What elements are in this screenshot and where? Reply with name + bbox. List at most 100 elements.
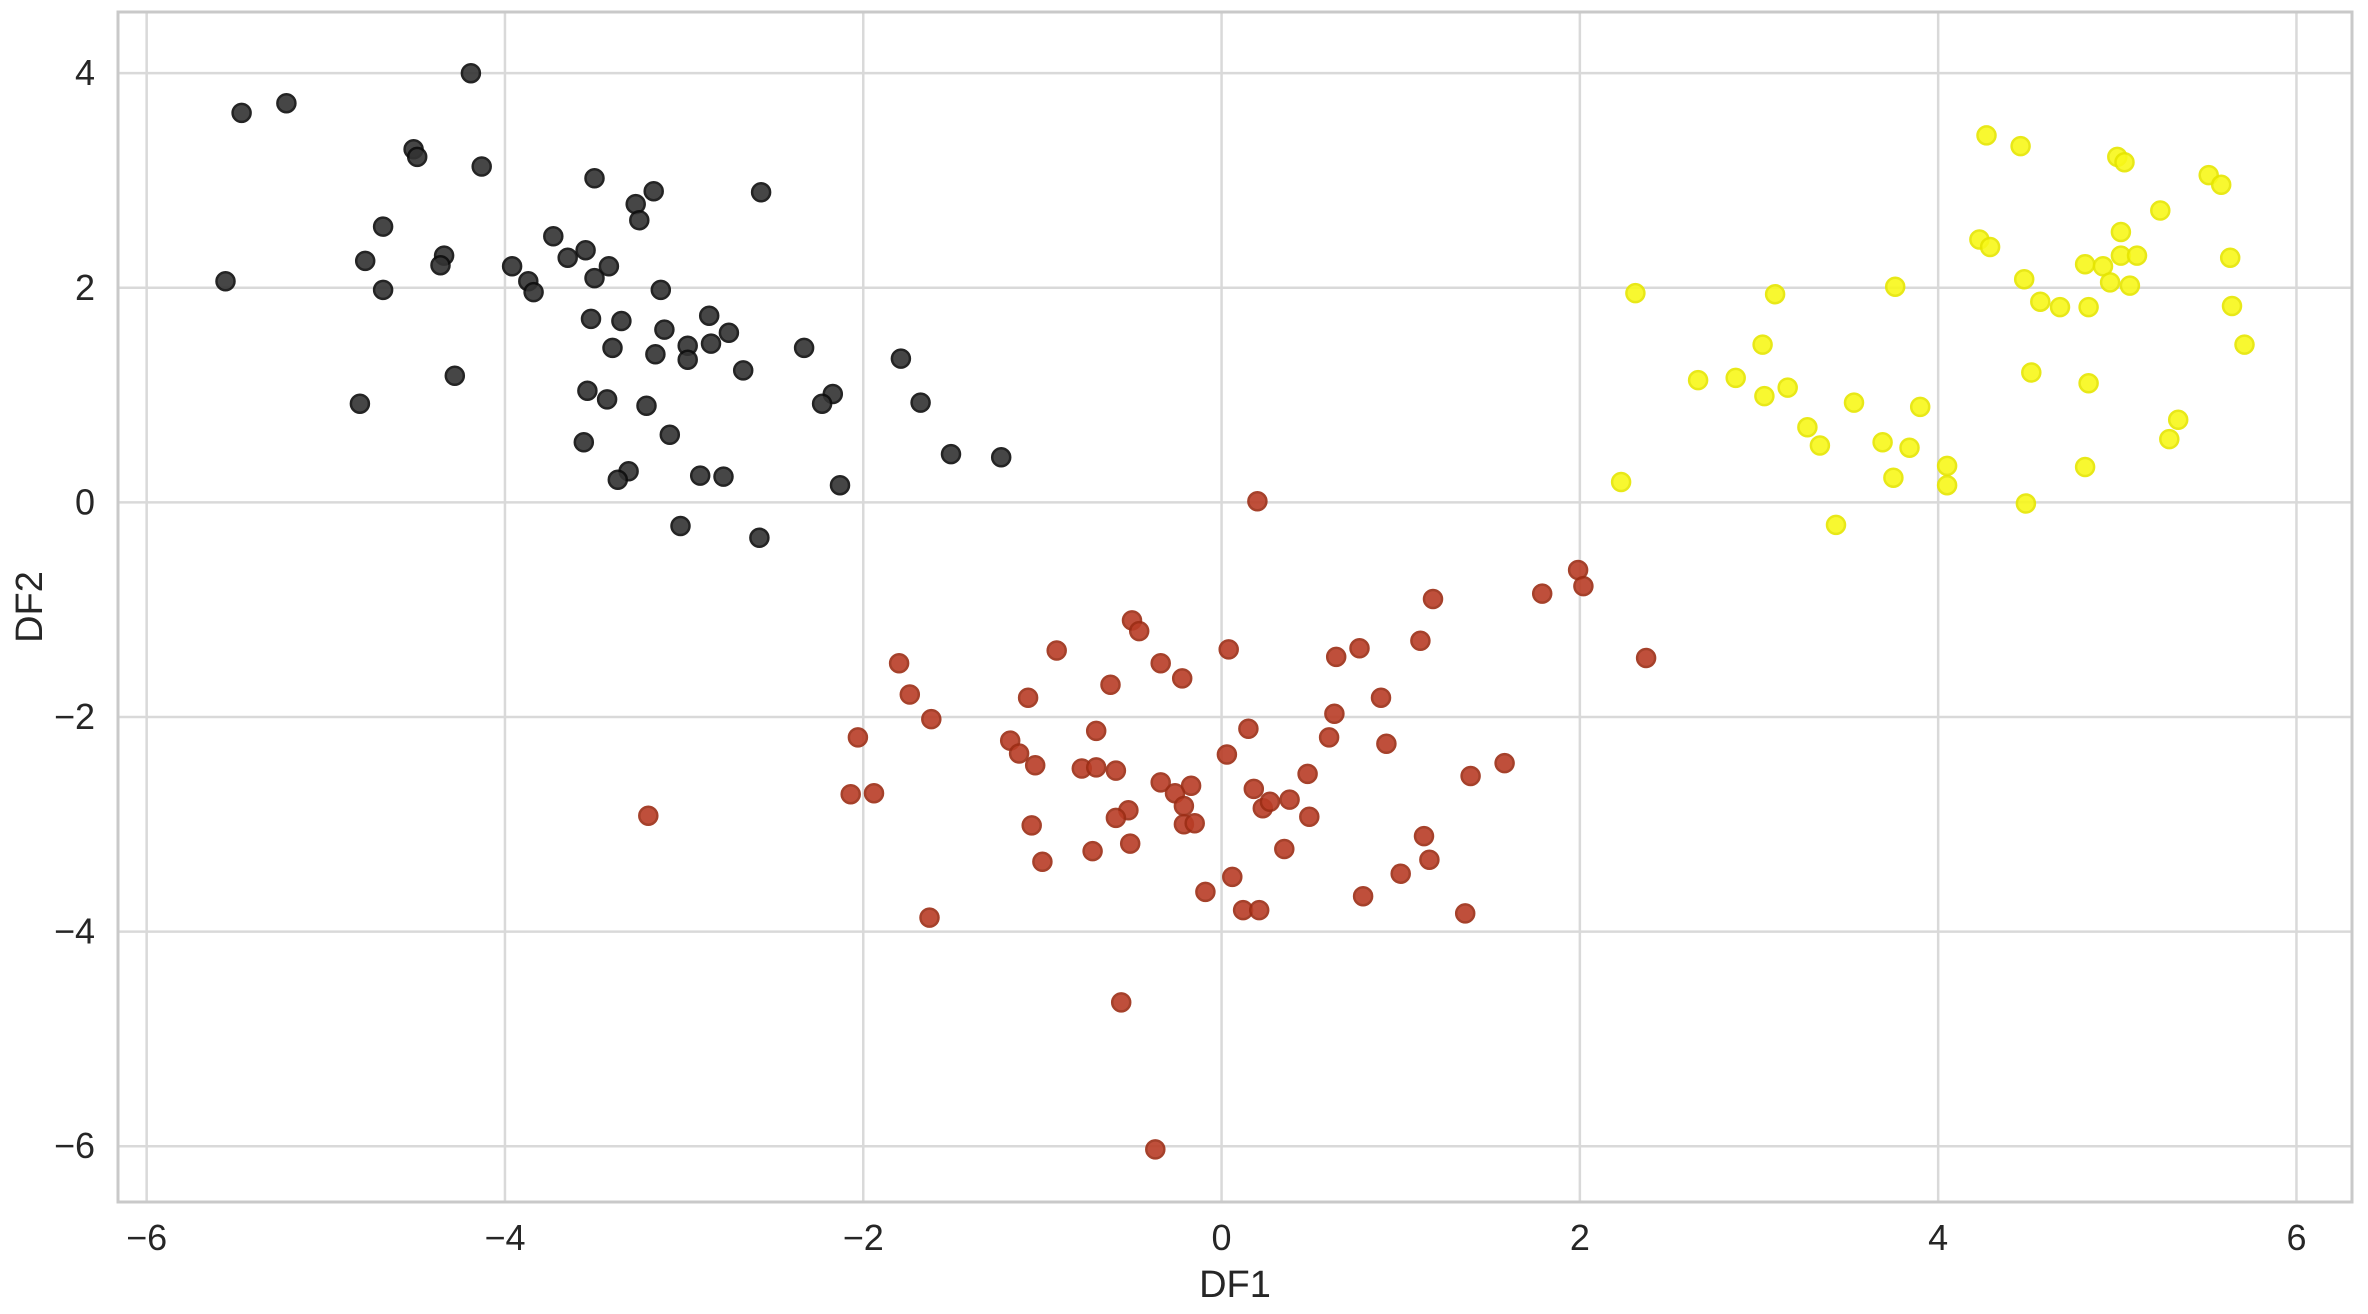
data-point: [2015, 493, 2037, 514]
data-point: [847, 727, 869, 748]
data-point: [1325, 646, 1347, 668]
data-point: [2221, 295, 2243, 317]
x-axis-label: DF1: [1199, 1264, 1271, 1306]
data-point: [2078, 296, 2099, 318]
data-point: [598, 256, 620, 277]
data-point: [1119, 833, 1141, 854]
data-point: [1105, 760, 1127, 781]
data-point: [471, 156, 492, 177]
y-axis-label: DF2: [9, 571, 51, 643]
data-point: [1494, 752, 1515, 774]
x-tick-label: 4: [1928, 1217, 1948, 1258]
data-point: [1150, 653, 1171, 674]
data-points: [215, 62, 2255, 1160]
data-point: [1222, 866, 1243, 888]
data-point: [2126, 245, 2148, 266]
data-point: [2110, 221, 2132, 243]
data-point: [580, 308, 602, 330]
plot-border: [116, 10, 2354, 1204]
data-point: [607, 469, 629, 491]
data-point: [1082, 840, 1103, 862]
data-point: [1349, 638, 1370, 659]
data-point: [1100, 674, 1121, 696]
data-point: [577, 380, 598, 402]
data-point: [584, 168, 605, 189]
data-point: [2099, 272, 2121, 293]
data-point: [1180, 775, 1202, 796]
data-point: [1979, 236, 2001, 258]
data-point: [2021, 362, 2042, 383]
data-point: [650, 279, 672, 301]
data-point: [1021, 815, 1042, 836]
data-point: [1797, 417, 1818, 438]
data-point: [1825, 514, 1847, 536]
data-point: [523, 281, 544, 303]
data-point: [919, 907, 940, 928]
data-point: [1390, 863, 1411, 884]
data-point: [354, 250, 376, 272]
x-tick-label: 0: [1212, 1217, 1232, 1258]
data-point: [793, 337, 815, 359]
data-point: [1173, 795, 1195, 817]
data-point: [718, 322, 740, 344]
data-point: [1872, 432, 1893, 453]
data-point: [430, 254, 451, 276]
data-point: [1976, 125, 1997, 146]
x-tick-label: 2: [1570, 1217, 1590, 1258]
data-point: [1017, 687, 1039, 708]
data-point: [910, 392, 931, 413]
data-point: [2074, 253, 2096, 275]
data-point: [1243, 778, 1265, 800]
data-point: [573, 432, 595, 453]
data-point: [2074, 456, 2096, 478]
data-point: [1413, 825, 1435, 847]
data-point: [602, 337, 623, 359]
data-point: [1297, 763, 1318, 785]
data-point: [231, 102, 252, 124]
data-point: [372, 279, 394, 301]
data-point: [921, 708, 942, 730]
data-point: [636, 395, 657, 417]
data-point: [689, 465, 711, 486]
data-point: [1279, 789, 1300, 810]
data-point: [1884, 276, 1906, 297]
data-point: [638, 805, 659, 826]
data-point: [1247, 491, 1268, 512]
data-point: [584, 267, 605, 289]
data-point: [215, 271, 236, 292]
data-point: [1531, 583, 1553, 604]
data-point: [659, 424, 681, 446]
data-point: [1635, 647, 1657, 669]
data-point: [713, 466, 734, 487]
data-point: [2210, 174, 2232, 196]
data-point: [700, 333, 722, 354]
data-point: [1370, 687, 1392, 708]
data-point: [629, 209, 650, 231]
data-point: [2030, 291, 2051, 312]
data-point: [1843, 392, 1865, 413]
data-point: [557, 247, 578, 268]
data-point: [1085, 757, 1107, 778]
data-point: [1085, 720, 1107, 742]
data-point: [749, 527, 770, 549]
data-point: [1318, 727, 1340, 748]
data-point: [1195, 881, 1216, 903]
data-point: [1274, 838, 1295, 860]
series-cluster-red: [638, 491, 1657, 1160]
data-point: [863, 782, 885, 804]
data-point: [1422, 588, 1444, 610]
data-point: [2234, 334, 2255, 355]
data-point: [1573, 575, 1594, 597]
data-point: [1324, 703, 1345, 725]
data-point: [1754, 385, 1775, 407]
data-point: [406, 146, 428, 168]
data-point: [750, 182, 772, 203]
y-tick-label: −2: [54, 696, 95, 737]
data-point: [2078, 373, 2099, 394]
data-point: [2167, 409, 2189, 431]
data-point: [1024, 755, 1046, 776]
y-tick-label: −4: [54, 911, 95, 952]
tick-labels: −6 −4 −2 0 2 4 6 4 2 0 −2 −4 −6: [54, 52, 2307, 1258]
data-point: [1687, 369, 1709, 391]
y-tick-label: 4: [75, 52, 95, 93]
